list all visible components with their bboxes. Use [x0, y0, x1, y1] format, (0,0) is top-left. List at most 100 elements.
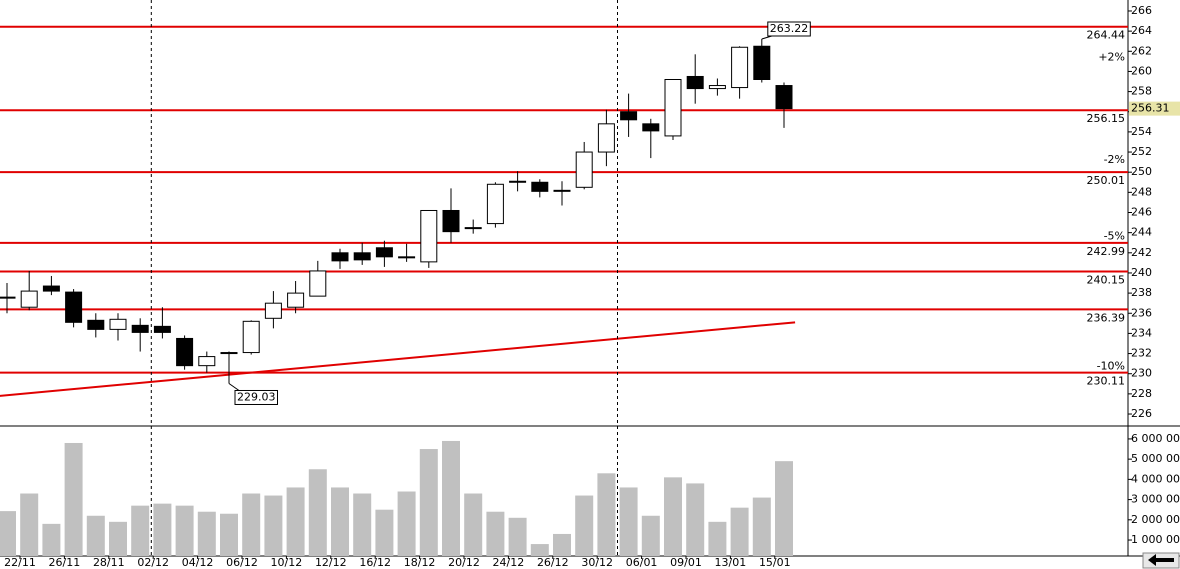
callout-box — [767, 21, 811, 37]
volume-bar — [197, 511, 216, 556]
volume-bar — [175, 505, 194, 556]
candle-body — [42, 285, 60, 292]
candle-body — [731, 46, 749, 89]
x-tick-label: 06/12 — [226, 556, 258, 569]
candle-body — [642, 123, 660, 132]
y-tick-label: 248 — [1131, 185, 1152, 198]
volume-bar — [553, 533, 571, 556]
x-tick-label: 16/12 — [359, 556, 391, 569]
volume-bar — [486, 511, 505, 556]
y-tick-label: 260 — [1131, 64, 1152, 77]
volume-bar — [619, 487, 638, 556]
volume-bar — [0, 511, 16, 556]
y-tick-label: 5 000 000 — [1131, 452, 1180, 465]
volume-bar — [375, 509, 394, 556]
volume-bar — [397, 491, 416, 556]
candle-body — [131, 324, 149, 333]
y-tick-label: 240 — [1131, 266, 1152, 279]
y-tick-label: 238 — [1131, 286, 1152, 299]
x-tick-label: 26/11 — [49, 556, 81, 569]
volume-bar — [353, 493, 372, 556]
volume-bar — [242, 493, 261, 556]
candle-body — [176, 337, 194, 367]
candle-body — [620, 111, 638, 121]
x-tick-label: 02/12 — [137, 556, 169, 569]
y-tick-label: 250 — [1131, 165, 1152, 178]
y-tick-label: 226 — [1131, 407, 1152, 420]
candle-body — [597, 123, 615, 153]
candle-body — [198, 356, 216, 367]
volume-bar — [708, 521, 727, 556]
y-tick-label: 228 — [1131, 387, 1152, 400]
candle-body — [575, 151, 593, 188]
volume-bar — [508, 517, 527, 556]
callout-label: 263.22 — [770, 22, 809, 35]
volume-bar — [153, 503, 172, 556]
callout-leader — [228, 383, 240, 391]
candle-body — [87, 319, 105, 330]
candle-body — [686, 75, 704, 90]
x-tick-label: 22/11 — [4, 556, 36, 569]
level-label: 240.15 — [1087, 273, 1126, 286]
candle-body — [708, 85, 726, 90]
last-price-label: 256.31 — [1131, 102, 1170, 115]
price-pane — [0, 25, 1128, 397]
candle-body — [264, 302, 282, 319]
scroll-button[interactable] — [1142, 552, 1180, 569]
candle-body — [553, 189, 571, 192]
y-tick-label: 6 000 000 — [1131, 432, 1180, 445]
x-tick-label: 10/12 — [271, 556, 303, 569]
y-tick-label: 252 — [1131, 145, 1152, 158]
level-label: 264.44 — [1087, 29, 1126, 42]
volume-bar — [20, 493, 39, 556]
y-tick-label: 3 000 000 — [1131, 493, 1180, 506]
candle-body — [331, 252, 349, 262]
volume-bar — [530, 544, 549, 556]
candle-body — [242, 320, 260, 354]
y-tick-label: 2 000 000 — [1131, 513, 1180, 526]
last-price-box — [1129, 101, 1180, 116]
volume-bar — [86, 515, 105, 556]
x-tick-label: 24/12 — [493, 556, 525, 569]
volume-bar — [131, 505, 150, 556]
arrow-icon[interactable] — [1148, 554, 1174, 566]
x-tick-label: 12/12 — [315, 556, 347, 569]
y-tick-label: 262 — [1131, 44, 1152, 57]
volume-bar — [419, 449, 438, 556]
band-label: -10% — [1097, 360, 1125, 373]
x-tick-label: 26/12 — [537, 556, 569, 569]
x-tick-label: 30/12 — [581, 556, 613, 569]
y-tick-label: 236 — [1131, 306, 1152, 319]
candle-body — [220, 352, 238, 355]
y-tick-label: 232 — [1131, 347, 1152, 360]
level-label: 236.39 — [1087, 311, 1126, 324]
y-tick-label: 258 — [1131, 85, 1152, 98]
candle-body — [753, 45, 771, 80]
volume-bar — [220, 513, 238, 556]
candle-body — [309, 270, 327, 297]
volume-bar — [331, 487, 349, 556]
candle-body — [353, 252, 371, 261]
volume-bar — [308, 469, 327, 556]
volume-bar — [641, 515, 660, 556]
candle-body — [0, 296, 16, 299]
x-tick-label: 04/12 — [182, 556, 214, 569]
candle-body — [375, 247, 393, 258]
candle-body — [20, 290, 38, 308]
band-label: -2% — [1104, 153, 1125, 166]
candle-body — [775, 85, 793, 110]
volume-bar — [64, 442, 83, 556]
candle-body — [464, 227, 482, 230]
volume-bar — [442, 440, 460, 556]
x-tick-label: 15/01 — [759, 556, 791, 569]
volume-bar — [264, 495, 283, 556]
trend-line — [0, 321, 796, 397]
candle-body — [109, 318, 127, 330]
candle-body — [153, 325, 171, 333]
volume-bar — [597, 473, 616, 556]
x-tick-label: 20/12 — [448, 556, 480, 569]
x-tick-label: 09/01 — [670, 556, 702, 569]
volume-bar — [109, 521, 127, 556]
volume-bar — [575, 495, 594, 556]
x-tick-label: 28/11 — [93, 556, 125, 569]
